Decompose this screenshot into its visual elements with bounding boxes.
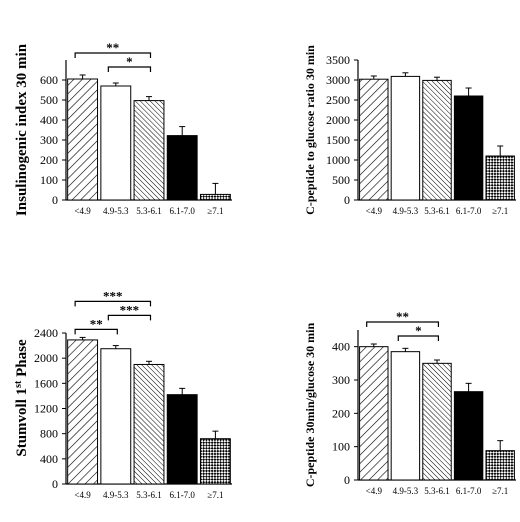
bar bbox=[133, 100, 165, 201]
x-tick-label: ≥7.1 bbox=[492, 486, 508, 496]
bar bbox=[100, 85, 132, 201]
y-tick-label: 2000 bbox=[34, 351, 58, 365]
y-tick-label: 600 bbox=[40, 73, 58, 87]
bar bbox=[166, 394, 198, 485]
bar bbox=[199, 193, 231, 201]
x-tick-label: <4.9 bbox=[366, 206, 383, 216]
x-tick-label: 6.1-7.0 bbox=[169, 206, 195, 216]
y-tick-label: 2000 bbox=[326, 113, 350, 127]
significance-bracket bbox=[366, 321, 440, 327]
x-tick-label: 6.1-7.0 bbox=[456, 486, 482, 496]
y-tick-label: 0 bbox=[52, 193, 58, 207]
y-tick-label: 200 bbox=[332, 406, 350, 420]
y-tick-label: 1000 bbox=[326, 153, 350, 167]
y-tick-label: 0 bbox=[344, 473, 350, 487]
bar bbox=[199, 438, 231, 485]
y-tick-label: 300 bbox=[40, 133, 58, 147]
y-tick-label: 3000 bbox=[326, 73, 350, 87]
significance-label: *** bbox=[103, 288, 123, 303]
y-tick-label: 0 bbox=[52, 477, 58, 491]
y-tick-label: 1200 bbox=[34, 402, 58, 416]
y-tick-label: 500 bbox=[332, 173, 350, 187]
y-tick-label: 1600 bbox=[34, 376, 58, 390]
y-tick-label: 0 bbox=[344, 193, 350, 207]
y-tick-label: 1500 bbox=[326, 133, 350, 147]
bar bbox=[100, 348, 132, 485]
bar bbox=[359, 78, 389, 201]
x-tick-label: ≥7.1 bbox=[492, 206, 508, 216]
significance-label: * bbox=[415, 323, 422, 338]
bar bbox=[422, 79, 452, 201]
significance-label: ** bbox=[90, 316, 103, 331]
significance-bracket bbox=[74, 52, 152, 58]
y-axis-label: C-peptide 30min/glucose 30 min bbox=[303, 323, 317, 488]
significance-bracket bbox=[74, 328, 118, 335]
x-tick-label: <4.9 bbox=[74, 490, 91, 500]
y-tick-label: 100 bbox=[332, 440, 350, 454]
bar bbox=[485, 450, 515, 481]
x-tick-label: 4.9-5.3 bbox=[393, 486, 419, 496]
significance-bracket bbox=[397, 335, 440, 341]
y-axis-label: Stumvoll 1st Phase bbox=[13, 339, 31, 457]
x-tick-label: <4.9 bbox=[74, 206, 91, 216]
y-tick-label: 500 bbox=[40, 93, 58, 107]
y-tick-label: 200 bbox=[40, 153, 58, 167]
x-tick-label: 5.3-6.1 bbox=[424, 486, 450, 496]
y-axis-label: C-peptide to glucose ratio 30 min bbox=[303, 45, 317, 215]
y-tick-label: 400 bbox=[40, 452, 58, 466]
x-tick-label: ≥7.1 bbox=[207, 206, 223, 216]
bar bbox=[422, 362, 452, 481]
x-tick-label: ≥7.1 bbox=[207, 490, 223, 500]
x-tick-label: 5.3-6.1 bbox=[136, 490, 162, 500]
significance-bracket bbox=[107, 66, 152, 72]
x-tick-label: 4.9-5.3 bbox=[103, 206, 129, 216]
bar bbox=[133, 363, 165, 485]
x-tick-label: 5.3-6.1 bbox=[424, 206, 450, 216]
significance-label: ** bbox=[396, 309, 409, 324]
y-tick-label: 400 bbox=[40, 113, 58, 127]
panel-insulinogenic-index: 0 100 200 300 400 500 600 Insulinogenic index 3… bbox=[14, 40, 232, 216]
x-tick-label: 5.3-6.1 bbox=[136, 206, 162, 216]
x-tick-label: 6.1-7.0 bbox=[456, 206, 482, 216]
bar bbox=[390, 75, 421, 201]
significance-bracket bbox=[74, 300, 152, 307]
bar bbox=[67, 339, 99, 485]
y-tick-label: 2500 bbox=[326, 93, 350, 107]
x-tick-label: <4.9 bbox=[366, 486, 383, 496]
significance-label: * bbox=[126, 54, 133, 69]
x-tick-label: 4.9-5.3 bbox=[393, 206, 419, 216]
x-tick-label: 4.9-5.3 bbox=[103, 490, 129, 500]
significance-label: ** bbox=[106, 40, 119, 55]
bar bbox=[166, 135, 198, 201]
y-axis-label: Insulinogenic index 30 min bbox=[14, 43, 30, 216]
x-tick-label: 6.1-7.0 bbox=[169, 490, 195, 500]
bar bbox=[485, 155, 515, 201]
bar bbox=[359, 346, 389, 481]
panel-cpeptide-glucose-ratio: 0 500 1000 1500 2000 2500 3000 3500 C-peptide to… bbox=[303, 45, 516, 216]
y-tick-label: 400 bbox=[332, 340, 350, 354]
y-tick-label: 100 bbox=[40, 173, 58, 187]
y-tick-label: 2400 bbox=[34, 326, 58, 340]
bar bbox=[67, 78, 99, 201]
y-tick-label: 800 bbox=[40, 427, 58, 441]
significance-label: *** bbox=[120, 302, 140, 317]
significance-bracket bbox=[107, 314, 152, 321]
y-tick-label: 300 bbox=[332, 373, 350, 387]
panel-cpeptide-30min-glucose: 0 100 200 300 400 C-peptide 30min/glucose 30 … bbox=[303, 309, 516, 496]
bar bbox=[453, 95, 484, 201]
y-tick-label: 3500 bbox=[326, 53, 350, 67]
bar bbox=[453, 391, 484, 481]
bar bbox=[390, 351, 421, 481]
